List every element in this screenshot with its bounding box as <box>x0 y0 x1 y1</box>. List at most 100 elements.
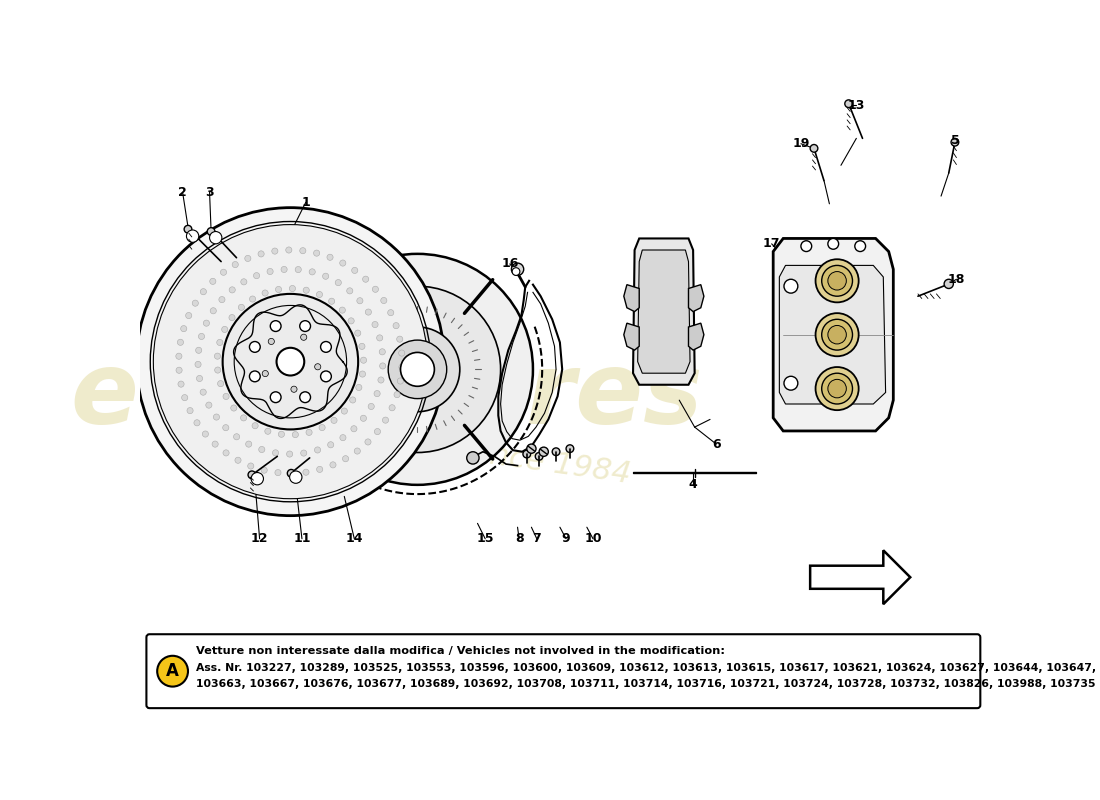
Circle shape <box>271 321 282 331</box>
Circle shape <box>378 377 384 383</box>
Circle shape <box>186 313 191 318</box>
Circle shape <box>372 322 378 328</box>
Circle shape <box>248 463 254 469</box>
Circle shape <box>295 266 301 273</box>
Circle shape <box>229 286 235 293</box>
Circle shape <box>327 254 333 260</box>
Circle shape <box>944 279 954 289</box>
Circle shape <box>815 367 859 410</box>
Circle shape <box>372 286 378 292</box>
Circle shape <box>387 310 394 316</box>
Circle shape <box>192 300 198 306</box>
Circle shape <box>389 405 395 411</box>
Circle shape <box>388 340 447 398</box>
Circle shape <box>222 425 229 430</box>
Circle shape <box>375 327 460 412</box>
Circle shape <box>204 320 209 326</box>
Circle shape <box>157 656 188 686</box>
Text: 5: 5 <box>950 134 959 147</box>
Circle shape <box>209 231 222 244</box>
Circle shape <box>195 362 201 367</box>
Circle shape <box>241 278 246 285</box>
Circle shape <box>273 450 278 456</box>
Circle shape <box>810 145 818 152</box>
Circle shape <box>265 428 271 434</box>
Circle shape <box>252 422 258 429</box>
Text: 7: 7 <box>532 532 541 546</box>
Circle shape <box>822 319 853 350</box>
Circle shape <box>379 363 386 369</box>
Text: 10: 10 <box>584 532 602 546</box>
Circle shape <box>262 290 268 296</box>
Circle shape <box>300 334 307 340</box>
Text: a passion for parts since 1984: a passion for parts since 1984 <box>172 396 632 489</box>
Circle shape <box>466 452 480 464</box>
Circle shape <box>398 350 405 356</box>
Circle shape <box>289 471 301 483</box>
Circle shape <box>331 418 337 423</box>
Circle shape <box>300 450 307 456</box>
Circle shape <box>341 408 348 414</box>
Circle shape <box>376 335 383 341</box>
Circle shape <box>272 248 278 254</box>
Circle shape <box>355 384 362 390</box>
Circle shape <box>210 308 217 314</box>
Polygon shape <box>779 266 886 404</box>
Circle shape <box>233 434 240 440</box>
Circle shape <box>329 298 334 304</box>
Circle shape <box>276 348 305 375</box>
Circle shape <box>214 353 220 359</box>
Text: A: A <box>166 662 179 680</box>
Circle shape <box>245 255 251 262</box>
Circle shape <box>845 100 853 107</box>
Circle shape <box>267 269 273 274</box>
Circle shape <box>235 457 241 463</box>
Circle shape <box>232 262 239 268</box>
Circle shape <box>352 267 358 274</box>
Circle shape <box>221 326 228 333</box>
Text: Ass. Nr. 103227, 103289, 103525, 103553, 103596, 103600, 103609, 103612, 103613,: Ass. Nr. 103227, 103289, 103525, 103553,… <box>196 663 1096 673</box>
Circle shape <box>194 420 200 426</box>
Polygon shape <box>689 323 704 350</box>
FancyBboxPatch shape <box>146 634 980 708</box>
Circle shape <box>213 414 220 420</box>
Circle shape <box>317 466 322 473</box>
Circle shape <box>342 456 349 462</box>
Text: 103663, 103667, 103676, 103677, 103689, 103692, 103708, 103711, 103714, 103716, : 103663, 103667, 103676, 103677, 103689, … <box>196 678 1096 689</box>
Circle shape <box>176 353 182 359</box>
Circle shape <box>197 375 202 382</box>
Circle shape <box>218 381 223 386</box>
Circle shape <box>268 338 274 345</box>
Circle shape <box>177 339 184 346</box>
Circle shape <box>250 342 261 352</box>
Circle shape <box>202 431 209 437</box>
Circle shape <box>400 353 434 386</box>
Circle shape <box>360 371 365 377</box>
Circle shape <box>206 402 212 408</box>
Circle shape <box>522 450 530 458</box>
Text: 15: 15 <box>476 532 494 546</box>
Circle shape <box>302 469 309 475</box>
Circle shape <box>250 371 261 382</box>
Polygon shape <box>624 285 639 312</box>
Circle shape <box>289 286 296 292</box>
Circle shape <box>262 370 268 377</box>
Circle shape <box>239 304 244 310</box>
Circle shape <box>334 286 500 453</box>
Circle shape <box>512 263 524 275</box>
Circle shape <box>828 379 846 398</box>
Text: 2: 2 <box>178 186 187 198</box>
Circle shape <box>196 347 201 354</box>
Circle shape <box>336 279 341 286</box>
Circle shape <box>187 407 194 414</box>
Circle shape <box>815 259 859 302</box>
Circle shape <box>309 269 316 275</box>
Circle shape <box>351 426 358 432</box>
Circle shape <box>354 448 361 454</box>
Circle shape <box>220 269 227 275</box>
Circle shape <box>828 326 846 344</box>
Circle shape <box>176 367 183 374</box>
Circle shape <box>222 294 359 430</box>
Circle shape <box>306 430 312 435</box>
Text: 12: 12 <box>251 532 268 546</box>
